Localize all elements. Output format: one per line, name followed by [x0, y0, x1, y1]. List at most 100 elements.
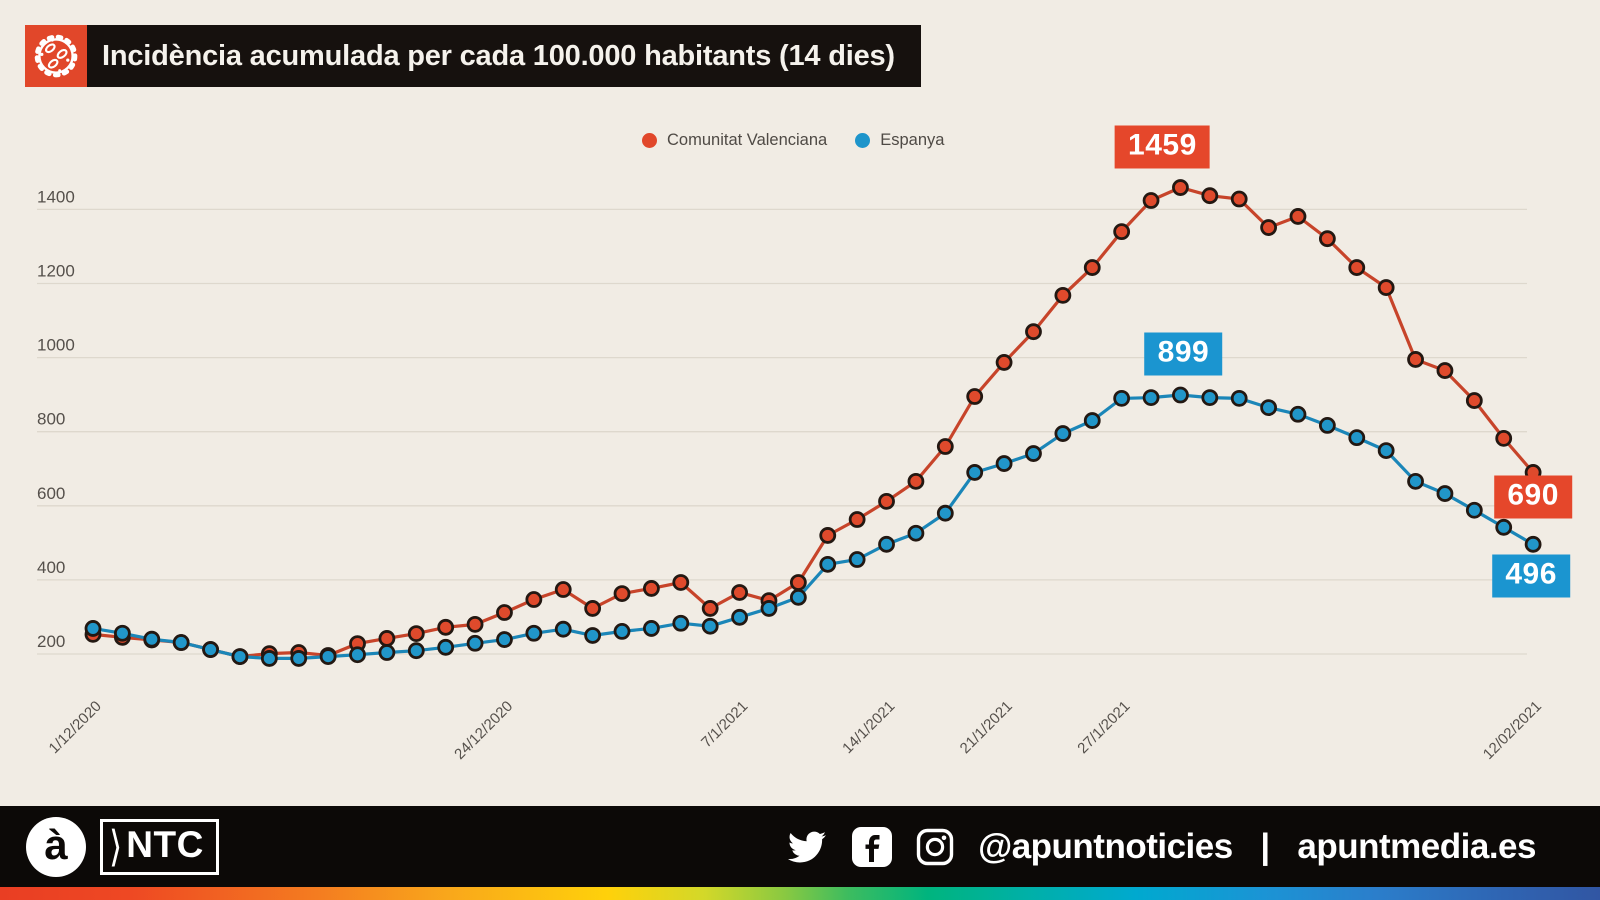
data-point: [613, 585, 631, 603]
latest-value-espanya: 496: [1492, 554, 1570, 598]
data-point: [84, 620, 102, 637]
data-point: [613, 622, 631, 640]
data-point: [202, 641, 219, 658]
x-axis-tick-label: 21/1/2021: [957, 698, 1016, 757]
data-point: [907, 472, 925, 490]
legend-dot-comunitat-valenciana: [642, 133, 657, 148]
data-point: [878, 535, 895, 553]
latest-value-comunitat-valenciana: 690: [1494, 475, 1572, 519]
data-point: [907, 524, 925, 542]
data-point: [731, 584, 748, 601]
data-point: [819, 555, 837, 573]
x-axis-tick-label: 12/02/2021: [1480, 698, 1545, 763]
data-point: [1348, 429, 1366, 447]
page-title: Incidència acumulada per cada 100.000 ha…: [102, 39, 895, 72]
peak-value-espanya: 899: [1144, 332, 1223, 376]
legend-label-comunitat-valenciana: Comunitat Valenciana: [667, 131, 828, 149]
data-point: [643, 620, 660, 637]
data-point: [1083, 259, 1101, 276]
data-point: [1407, 351, 1424, 368]
data-point: [1436, 485, 1454, 502]
data-point: [437, 618, 455, 636]
data-point: [1230, 389, 1248, 407]
data-point: [1260, 219, 1277, 236]
data-point: [672, 574, 690, 591]
header: Incidència acumulada per cada 100.000 ha…: [25, 25, 921, 87]
data-point: [584, 600, 602, 617]
data-point: [1201, 187, 1219, 205]
data-point: [466, 634, 484, 652]
x-axis-tick-label: 14/1/2021: [839, 698, 898, 757]
x-axis-tick-label: 7/1/2021: [698, 698, 751, 751]
data-point: [554, 620, 572, 638]
x-axis-tick-label: 27/1/2021: [1074, 698, 1133, 757]
data-point: [1230, 190, 1248, 208]
data-point: [378, 630, 396, 647]
data-point: [1495, 429, 1513, 447]
data-point: [1142, 192, 1160, 209]
data-point: [1025, 445, 1042, 462]
data-point: [437, 638, 455, 656]
data-point: [731, 608, 748, 626]
website: apuntmedia.es: [1297, 826, 1536, 866]
footer-brand: à ⟩ NTC: [26, 806, 219, 887]
data-point: [466, 615, 484, 633]
social-handle-line: @apuntnoticies | apuntmedia.es: [978, 827, 1536, 867]
y-axis-tick-label: 800: [37, 410, 65, 429]
instagram-icon: [916, 828, 954, 865]
data-point: [672, 614, 690, 632]
legend-label-espanya: Espanya: [880, 131, 945, 149]
data-point: [701, 600, 719, 617]
data-point: [1465, 501, 1483, 519]
ntc-chevron: ⟩: [109, 822, 123, 871]
data-point: [643, 580, 660, 597]
data-point: [407, 642, 425, 660]
ntc-logo: ⟩ NTC: [100, 818, 219, 875]
virus-icon: [34, 34, 78, 78]
data-point: [1172, 386, 1189, 404]
series-line-espanya: [92, 393, 1534, 661]
data-point: [1318, 230, 1336, 248]
data-point: [1054, 286, 1072, 304]
data-point: [554, 581, 572, 598]
data-point: [1289, 405, 1307, 423]
data-point: [760, 600, 778, 617]
x-axis-tick-label: 24/12/2020: [451, 698, 516, 763]
y-axis-tick-label: 1000: [37, 336, 75, 355]
data-point: [584, 627, 602, 644]
data-series: [84, 179, 1542, 667]
data-point: [496, 631, 513, 648]
data-point: [995, 455, 1013, 472]
data-point: [113, 624, 131, 642]
data-point: [349, 646, 366, 664]
separator: |: [1260, 826, 1270, 866]
data-point: [966, 464, 984, 481]
data-point: [936, 438, 954, 455]
y-axis-tick-label: 600: [37, 484, 65, 503]
data-point: [1465, 392, 1483, 409]
data-point: [1142, 389, 1160, 407]
facebook-icon: [852, 826, 893, 867]
data-point: [789, 588, 807, 606]
data-point: [1495, 518, 1513, 536]
data-point: [143, 630, 161, 648]
data-point: [1318, 417, 1336, 434]
data-point: [496, 604, 513, 621]
data-point: [1201, 389, 1219, 407]
data-point: [1407, 472, 1424, 490]
apunt-logo: à: [26, 816, 86, 877]
data-point: [1172, 179, 1189, 196]
chart-legend: Comunitat Valenciana Espanya: [642, 131, 944, 150]
legend-dot-espanya: [855, 133, 871, 148]
rainbow-strip: [0, 887, 1600, 900]
data-point: [1083, 412, 1101, 429]
y-axis-tick-label: 200: [37, 632, 65, 651]
axis-labels: 200 400 600 800 1000 1200 1400 1/12/2020 24/12/2…: [37, 187, 1545, 763]
data-point: [260, 650, 278, 667]
data-point: [525, 624, 543, 642]
virus-icon-box: [25, 25, 87, 87]
data-point: [878, 492, 895, 510]
data-point: [701, 617, 719, 635]
